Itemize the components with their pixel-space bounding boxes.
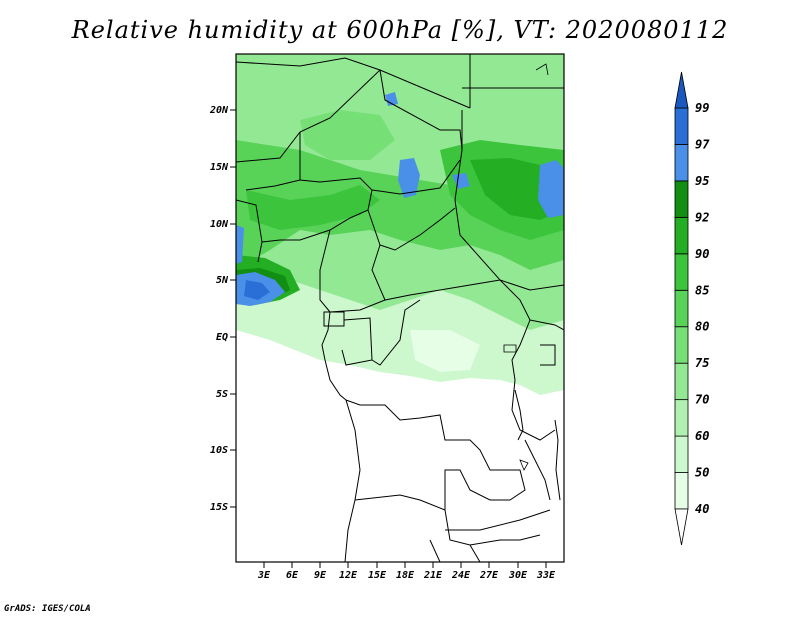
lat-label: 5N <box>216 275 229 286</box>
lon-label: 18E <box>396 570 415 581</box>
colorbar-label: 97 <box>695 137 710 151</box>
lon-label: 33E <box>536 570 556 581</box>
colorbar-segment <box>674 107 689 145</box>
colorbar-segment <box>674 399 689 437</box>
lat-label: 15S <box>210 502 228 513</box>
colorbar-high-arrow <box>674 71 689 109</box>
lon-label: 30E <box>508 570 528 581</box>
colorbar-segment <box>674 180 689 218</box>
colorbar-segment <box>674 289 689 328</box>
colorbar: 40 50 60 70 75 80 85 90 92 95 97 99 <box>674 71 710 546</box>
colorbar-label: 75 <box>695 356 709 370</box>
colorbar-segment <box>674 362 689 401</box>
lon-label: 27E <box>479 570 499 581</box>
lat-label: 15N <box>210 162 229 173</box>
lon-label: 3E <box>257 570 271 581</box>
lat-label: EQ <box>216 332 228 343</box>
colorbar-label: 80 <box>695 320 709 334</box>
colorbar-segment <box>674 253 689 291</box>
colorbar-label: 50 <box>695 466 709 480</box>
lat-label: 5S <box>216 389 228 400</box>
lat-label: 10S <box>210 445 228 456</box>
colorbar-label: 95 <box>695 174 709 188</box>
country-boundaries <box>236 54 564 562</box>
colorbar-low-arrow <box>674 508 689 546</box>
colorbar-label: 85 <box>695 283 709 297</box>
lat-label: 20N <box>209 105 229 116</box>
lon-label: 12E <box>339 570 358 581</box>
colorbar-label: 92 <box>695 210 709 224</box>
lon-label: 9E <box>314 570 327 581</box>
lon-label: 21E <box>423 570 443 581</box>
colorbar-segment <box>674 216 689 255</box>
grads-credit: GrADS: IGES/COLA <box>4 604 91 614</box>
colorbar-segment <box>674 472 689 510</box>
lon-label: 6E <box>286 570 299 581</box>
lon-label: 15E <box>368 570 387 581</box>
humidity-field <box>236 54 564 562</box>
colorbar-label: 60 <box>695 429 709 443</box>
colorbar-label: 90 <box>695 247 709 261</box>
colorbar-segment <box>674 326 689 364</box>
colorbar-label: 40 <box>695 502 709 516</box>
map-frame <box>235 53 565 563</box>
colorbar-label: 99 <box>695 101 709 115</box>
colorbar-label: 70 <box>695 393 709 407</box>
lon-label: 24E <box>451 570 471 581</box>
colorbar-segment <box>674 144 689 182</box>
colorbar-segment <box>674 435 689 473</box>
map-title: Relative humidity at 600hPa [%], VT: 202… <box>71 16 729 44</box>
lat-label: 10N <box>210 219 229 230</box>
